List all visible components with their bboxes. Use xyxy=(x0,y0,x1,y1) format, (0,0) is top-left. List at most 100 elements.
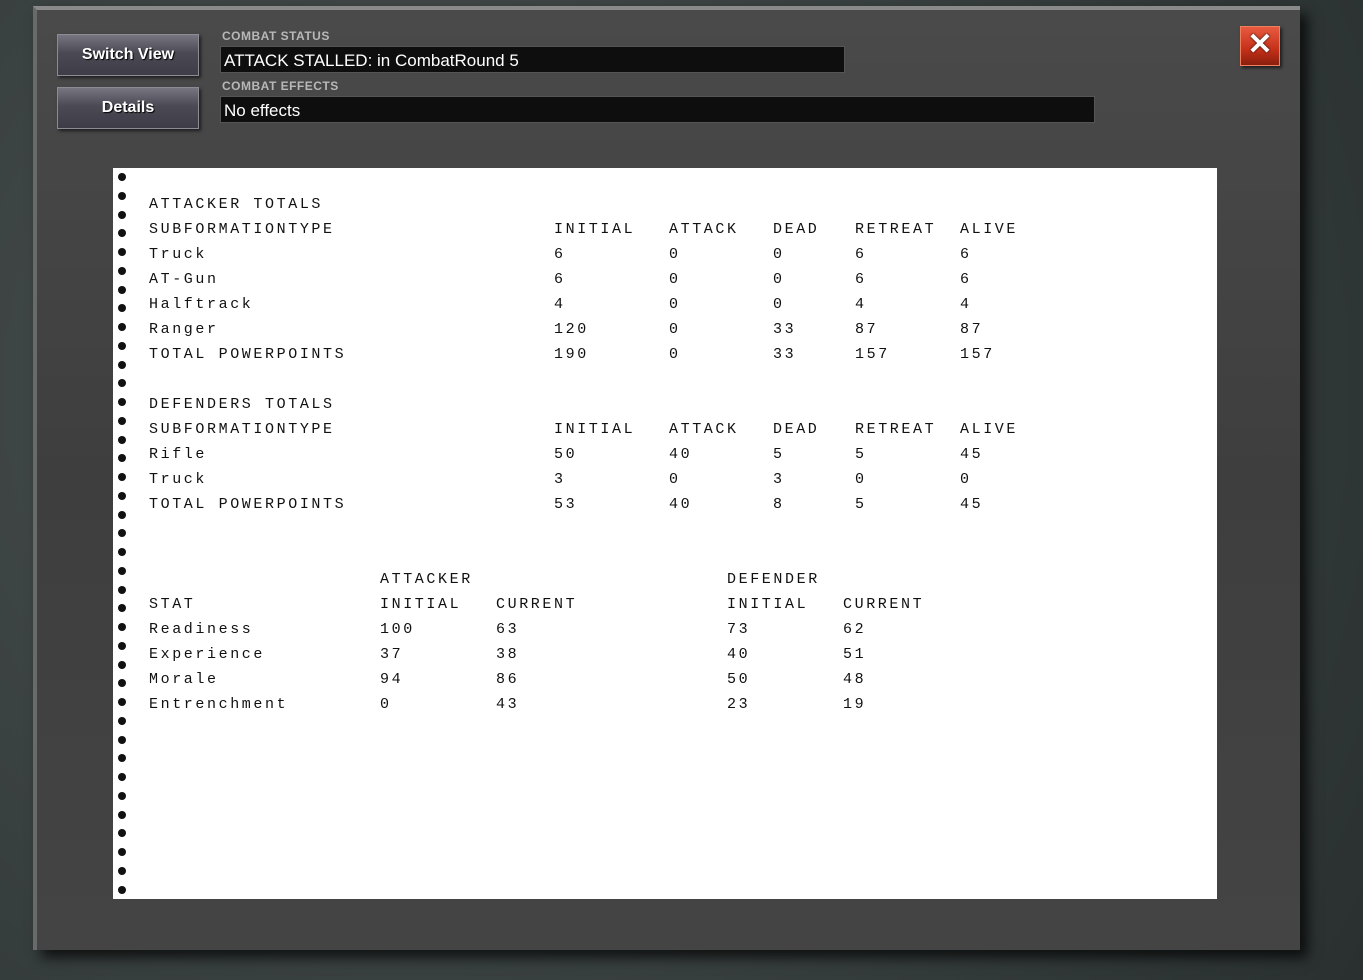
binder-hole-icon xyxy=(118,754,126,763)
table-cell: 3 xyxy=(554,471,566,488)
table-cell: 0 xyxy=(773,296,785,313)
table-cell: 157 xyxy=(960,346,995,363)
table-cell: 0 xyxy=(669,271,681,288)
table-cell: 51 xyxy=(843,646,867,663)
column-header: INITIAL xyxy=(727,596,809,613)
table-cell: Entrenchment xyxy=(149,696,289,713)
table-cell: 0 xyxy=(960,471,972,488)
table-cell: Halftrack xyxy=(149,296,254,313)
table-cell: 5 xyxy=(855,496,867,513)
table-cell: 3 xyxy=(773,471,785,488)
table-cell: 50 xyxy=(727,671,751,688)
table-cell: 45 xyxy=(960,496,984,513)
table-cell: Readiness xyxy=(149,621,254,638)
binder-hole-icon xyxy=(118,191,126,200)
combat-status-label: COMBAT STATUS xyxy=(222,29,330,43)
binder-hole-icon xyxy=(118,341,126,350)
table-cell: 100 xyxy=(380,621,415,638)
table-cell: 4 xyxy=(960,296,972,313)
details-button[interactable]: Details xyxy=(57,87,199,129)
table-cell: 40 xyxy=(669,446,693,463)
binder-hole-icon xyxy=(118,323,126,331)
table-cell: 63 xyxy=(496,621,520,638)
table-cell: 5 xyxy=(855,446,867,463)
binder-hole-icon xyxy=(118,566,126,575)
binder-hole-icon xyxy=(118,810,126,819)
binder-hole-icon xyxy=(118,491,126,500)
table-cell: 6 xyxy=(960,246,972,263)
column-header: ALIVE xyxy=(960,421,1019,438)
table-cell: Experience xyxy=(149,646,266,663)
column-header: RETREAT xyxy=(855,221,937,238)
binder-hole-icon xyxy=(118,641,126,650)
column-header: SUBFORMATIONTYPE xyxy=(149,421,335,438)
binder-hole-icon xyxy=(118,829,126,838)
table-cell: 6 xyxy=(855,271,867,288)
close-button[interactable]: ✕ xyxy=(1240,26,1280,66)
switch-view-button[interactable]: Switch View xyxy=(57,34,199,76)
table-cell: 33 xyxy=(773,346,797,363)
table-cell: 86 xyxy=(496,671,520,688)
attacker-title: ATTACKER TOTALS xyxy=(149,196,324,213)
table-cell: 0 xyxy=(773,271,785,288)
column-header: RETREAT xyxy=(855,421,937,438)
column-header: ALIVE xyxy=(960,221,1019,238)
column-header: ATTACK xyxy=(669,421,739,438)
report-paper: ATTACKER TOTALS SUBFORMATIONTYPE INITIAL AT… xyxy=(113,168,1217,899)
binder-hole-icon xyxy=(118,679,126,688)
table-cell: 53 xyxy=(554,496,578,513)
table-cell: 87 xyxy=(960,321,984,338)
binder-hole-icon xyxy=(118,360,126,369)
combat-effects-label: COMBAT EFFECTS xyxy=(222,79,339,93)
table-cell: 62 xyxy=(843,621,867,638)
binder-hole-icon xyxy=(118,416,126,425)
binder-hole-icon xyxy=(118,735,126,744)
combat-effects-field: No effects xyxy=(220,96,1095,123)
binder-hole-icon xyxy=(118,266,126,275)
table-cell: 87 xyxy=(855,321,879,338)
binder-hole-icon xyxy=(118,698,126,706)
binder-hole-icon xyxy=(118,885,126,894)
binder-hole-icon xyxy=(118,173,126,181)
binder-hole-icon xyxy=(118,285,126,294)
table-cell: 6 xyxy=(554,271,566,288)
table-cell: 0 xyxy=(669,246,681,263)
binder-hole-icon xyxy=(118,604,126,613)
table-cell: 94 xyxy=(380,671,404,688)
close-x-icon: ✕ xyxy=(1247,28,1273,61)
table-cell: 190 xyxy=(554,346,589,363)
table-cell: TOTAL POWERPOINTS xyxy=(149,496,347,513)
combat-status-field: ATTACK STALLED: in CombatRound 5 xyxy=(220,46,845,73)
attacker-group-header: ATTACKER xyxy=(380,571,473,588)
binder-hole-icon xyxy=(118,435,126,444)
binder-hole-icon xyxy=(118,791,126,800)
binder-hole-icon xyxy=(118,210,126,219)
table-cell: 50 xyxy=(554,446,578,463)
table-cell: 0 xyxy=(669,321,681,338)
table-cell: 37 xyxy=(380,646,404,663)
table-cell: 0 xyxy=(669,296,681,313)
binder-hole-icon xyxy=(118,773,126,781)
table-cell: 0 xyxy=(855,471,867,488)
binder-hole-icon xyxy=(118,398,126,406)
binder-hole-icon xyxy=(118,529,126,538)
table-cell: 0 xyxy=(380,696,392,713)
table-cell: 0 xyxy=(669,471,681,488)
binder-hole-icon xyxy=(118,473,126,481)
table-cell: Rifle xyxy=(149,446,208,463)
table-cell: AT-Gun xyxy=(149,271,219,288)
binder-hole-icon xyxy=(118,248,126,256)
table-cell: 120 xyxy=(554,321,589,338)
table-cell: 5 xyxy=(773,446,785,463)
table-cell: 0 xyxy=(773,246,785,263)
defender-title: DEFENDERS TOTALS xyxy=(149,396,335,413)
binder-hole-icon xyxy=(118,454,126,463)
table-cell: 19 xyxy=(843,696,867,713)
column-header: INITIAL xyxy=(554,421,636,438)
table-cell: 6 xyxy=(554,246,566,263)
table-cell: 40 xyxy=(669,496,693,513)
column-header: CURRENT xyxy=(843,596,925,613)
binder-hole-icon xyxy=(118,304,126,313)
table-cell: 48 xyxy=(843,671,867,688)
binder-hole-icon xyxy=(118,585,126,594)
